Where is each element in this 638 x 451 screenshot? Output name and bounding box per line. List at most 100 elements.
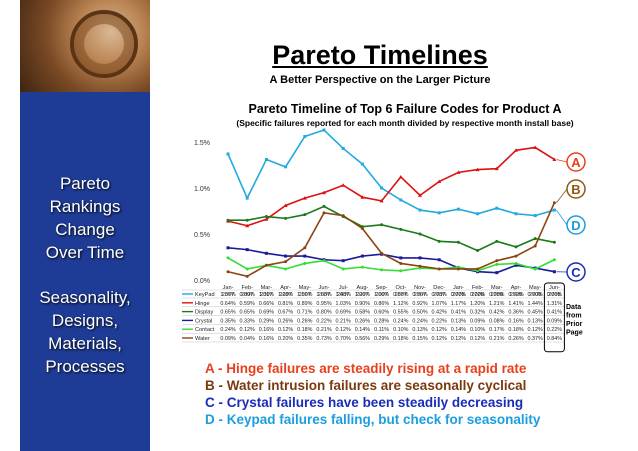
data-label: 0.95% bbox=[316, 301, 331, 307]
data-point bbox=[245, 274, 249, 278]
x-tick-label: Nov- bbox=[414, 285, 426, 291]
data-point bbox=[379, 198, 384, 203]
data-point bbox=[226, 152, 230, 156]
data-label: 0.15% bbox=[412, 336, 427, 342]
page-subtitle: A Better Perspective on the Larger Pictu… bbox=[269, 74, 491, 86]
data-label: 0.42% bbox=[432, 310, 447, 316]
data-point bbox=[533, 214, 537, 218]
data-label: 0.09% bbox=[470, 318, 485, 324]
data-point bbox=[399, 198, 403, 202]
sidebar-line: Rankings bbox=[49, 197, 121, 216]
data-label: 1.17% bbox=[451, 301, 466, 307]
sidebar-text-rankings: Pareto Rankings Change Over Time bbox=[20, 172, 150, 264]
series-line-contact bbox=[227, 257, 555, 272]
data-label: 0.42% bbox=[489, 310, 504, 316]
data-label: 0.04% bbox=[240, 336, 255, 342]
data-label: 1.20% bbox=[470, 301, 485, 307]
data-label: 0.22% bbox=[547, 327, 562, 333]
data-point bbox=[456, 170, 461, 174]
ship-wheel-photo bbox=[20, 0, 150, 92]
x-tick-label: Apr- bbox=[511, 285, 522, 291]
data-point bbox=[495, 262, 499, 266]
data-label: 0.73% bbox=[432, 292, 447, 298]
callout-circle-d bbox=[566, 215, 586, 235]
series-line-keypad bbox=[227, 129, 555, 217]
sidebar-line: Over Time bbox=[45, 243, 125, 262]
data-point bbox=[552, 270, 556, 274]
sidebar-line: Change bbox=[55, 220, 115, 239]
legend-label: Contact bbox=[195, 327, 215, 333]
data-label: 0.13% bbox=[412, 327, 427, 333]
x-tick-label: 2007 bbox=[222, 292, 234, 298]
data-label: 0.10% bbox=[470, 327, 485, 333]
data-label: 0.14% bbox=[355, 327, 370, 333]
data-label: 1.31% bbox=[259, 292, 274, 298]
data-label: 0.76% bbox=[547, 292, 562, 298]
data-label: 0.13% bbox=[451, 318, 466, 324]
callout-circle-a bbox=[566, 152, 586, 172]
data-label: 0.73% bbox=[316, 336, 331, 342]
data-label: 1.07% bbox=[432, 301, 447, 307]
callout-letter: B bbox=[571, 182, 580, 197]
data-point bbox=[456, 267, 460, 271]
series-line-water bbox=[227, 202, 556, 278]
data-label: 0.80% bbox=[316, 310, 331, 316]
data-point bbox=[341, 259, 345, 263]
data-point bbox=[398, 174, 403, 179]
x-tick-label: Sep- bbox=[376, 285, 388, 291]
data-label: 0.67% bbox=[278, 310, 293, 316]
x-tick-label: 2008 bbox=[471, 292, 483, 298]
data-label: 0.70% bbox=[336, 336, 351, 342]
data-point bbox=[437, 239, 441, 243]
data-point bbox=[476, 212, 480, 216]
data-point bbox=[418, 208, 422, 212]
data-label: 0.69% bbox=[259, 310, 274, 316]
data-label: 1.43% bbox=[336, 292, 351, 298]
data-label: 0.36% bbox=[508, 310, 523, 316]
x-tick-label: May- bbox=[299, 285, 312, 291]
data-label: 0.12% bbox=[528, 327, 543, 333]
x-tick-label: Oct- bbox=[396, 285, 407, 291]
data-label: 0.45% bbox=[528, 310, 543, 316]
x-tick-label: 2007 bbox=[318, 292, 330, 298]
data-label: 0.24% bbox=[412, 318, 427, 324]
x-tick-label: 2008 bbox=[529, 292, 541, 298]
x-tick-label: Jul- bbox=[339, 285, 348, 291]
callout-letter: A bbox=[571, 155, 581, 170]
data-point bbox=[303, 246, 307, 250]
data-label: 0.65% bbox=[220, 310, 235, 316]
x-tick-label: Jan- bbox=[453, 285, 464, 291]
data-note-text: Data bbox=[566, 304, 581, 311]
x-tick-label: Mar- bbox=[261, 285, 273, 291]
data-label: 0.89% bbox=[297, 301, 312, 307]
series-line-hinge bbox=[227, 146, 555, 227]
callout-letter: D bbox=[571, 218, 580, 233]
data-label: 0.84% bbox=[547, 336, 562, 342]
data-point bbox=[418, 256, 422, 260]
data-point bbox=[264, 251, 268, 255]
data-point bbox=[322, 128, 326, 132]
data-label: 0.86% bbox=[374, 301, 389, 307]
data-point bbox=[456, 240, 460, 244]
data-point bbox=[264, 157, 268, 161]
x-tick-label: Feb- bbox=[241, 285, 253, 291]
data-label: 1.56% bbox=[297, 292, 312, 298]
data-label: 1.21% bbox=[489, 301, 504, 307]
x-tick-label: 2007 bbox=[299, 292, 311, 298]
data-label: 0.12% bbox=[470, 336, 485, 342]
data-label: 0.58% bbox=[355, 310, 370, 316]
data-label: 0.18% bbox=[393, 336, 408, 342]
data-label: 0.26% bbox=[278, 318, 293, 324]
data-point bbox=[322, 259, 326, 263]
data-point bbox=[284, 254, 288, 258]
data-point bbox=[495, 271, 499, 275]
data-point bbox=[226, 246, 230, 250]
data-label: 0.12% bbox=[336, 327, 351, 333]
data-point bbox=[399, 261, 403, 265]
sidebar-line: Processes bbox=[45, 357, 125, 376]
data-label: 0.16% bbox=[259, 327, 274, 333]
data-label: 0.35% bbox=[220, 318, 235, 324]
data-point bbox=[380, 186, 384, 190]
data-point bbox=[360, 162, 364, 166]
